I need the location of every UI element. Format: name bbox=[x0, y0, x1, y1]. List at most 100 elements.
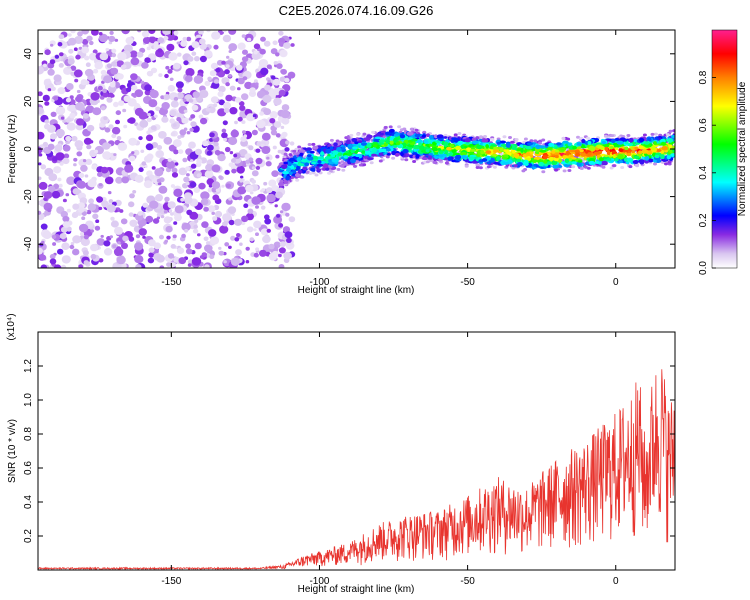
noise-blob bbox=[82, 159, 87, 163]
noise-blob bbox=[225, 94, 233, 102]
halo-blob bbox=[541, 170, 546, 174]
ridge-blob bbox=[304, 162, 310, 167]
ridge-blob bbox=[616, 140, 624, 145]
halo-blob bbox=[665, 133, 670, 137]
ridge-blob bbox=[450, 139, 455, 143]
noise-blob bbox=[221, 128, 227, 133]
noise-blob bbox=[255, 157, 263, 165]
noise-blob bbox=[211, 181, 221, 189]
noise-blob bbox=[57, 177, 62, 182]
noise-blob bbox=[210, 62, 219, 70]
noise-blob bbox=[141, 62, 149, 69]
noise-blob bbox=[273, 61, 278, 65]
ridge-blob bbox=[523, 148, 528, 154]
ridge-blob bbox=[389, 140, 394, 145]
ridge-blob bbox=[317, 168, 322, 171]
noise-blob bbox=[185, 75, 193, 83]
noise-blob bbox=[190, 121, 197, 127]
noise-blob bbox=[239, 242, 243, 246]
noise-blob bbox=[200, 191, 210, 200]
noise-blob bbox=[73, 47, 78, 51]
ridge-blob bbox=[338, 164, 345, 168]
noise-blob bbox=[222, 34, 232, 43]
noise-blob bbox=[134, 107, 144, 117]
halo-blob bbox=[336, 168, 341, 171]
noise-blob bbox=[103, 75, 113, 84]
noise-blob bbox=[262, 94, 272, 103]
ridge-blob bbox=[485, 144, 489, 149]
noise-blob bbox=[278, 41, 285, 47]
halo-blob bbox=[672, 129, 675, 133]
halo-blob bbox=[388, 125, 393, 129]
noise-blob bbox=[169, 77, 174, 82]
ridge-blob bbox=[320, 151, 325, 156]
noise-blob bbox=[209, 70, 217, 77]
spectrogram-panel: -150 -100 -50 0 -40 -20 0 20 40 Height of strai… bbox=[7, 29, 676, 296]
noise-blob bbox=[41, 240, 45, 245]
ridge-blob bbox=[395, 132, 401, 136]
ridge-blob bbox=[499, 140, 507, 144]
noise-blob bbox=[102, 92, 109, 98]
ridge-blob bbox=[659, 154, 665, 159]
ridge-blob bbox=[526, 142, 534, 146]
noise-blob bbox=[253, 50, 258, 55]
noise-blob bbox=[251, 51, 261, 60]
noise-blob bbox=[128, 117, 136, 124]
noise-blob bbox=[110, 67, 119, 75]
ridge-blob bbox=[670, 153, 675, 158]
noise-blob bbox=[229, 151, 234, 155]
noise-blob bbox=[182, 98, 187, 103]
ridge-blob bbox=[317, 156, 325, 160]
noise-blob bbox=[279, 241, 287, 248]
halo-blob bbox=[383, 126, 388, 129]
noise-blob bbox=[144, 89, 151, 96]
noise-blob bbox=[199, 38, 206, 45]
noise-blob bbox=[59, 162, 64, 166]
noise-blob bbox=[127, 98, 137, 107]
halo-blob bbox=[409, 127, 414, 131]
noise-blob bbox=[266, 187, 273, 194]
noise-blob bbox=[99, 52, 109, 61]
noise-blob bbox=[199, 255, 204, 259]
noise-blob bbox=[278, 89, 286, 97]
noise-blob bbox=[278, 30, 284, 36]
noise-blob bbox=[249, 87, 256, 93]
ridge-blob bbox=[556, 142, 562, 146]
ridge-blob bbox=[296, 157, 302, 162]
noise-blob bbox=[58, 183, 63, 188]
halo-blob bbox=[356, 132, 361, 136]
noise-blob bbox=[61, 242, 70, 250]
colorbar: 0.0 0.2 0.4 0.6 0.8 Normalized spectral ampl… bbox=[698, 29, 748, 275]
noise-blob bbox=[149, 89, 159, 99]
noise-blob bbox=[117, 142, 128, 151]
noise-blob bbox=[109, 30, 114, 35]
colorbar-label: Normalized spectral amplitude bbox=[737, 81, 748, 216]
ridge-blob bbox=[391, 150, 396, 156]
noise-blob bbox=[268, 243, 275, 250]
noise-blob bbox=[134, 242, 144, 251]
ridge-blob bbox=[638, 150, 643, 154]
noise-blob bbox=[155, 194, 163, 202]
noise-blob bbox=[194, 242, 202, 250]
ridge-blob bbox=[513, 153, 520, 158]
noise-blob bbox=[38, 176, 42, 181]
noise-blob bbox=[44, 101, 50, 106]
spectrogram-y-ticks: -40 -20 0 20 40 bbox=[23, 48, 675, 251]
noise-blob bbox=[164, 239, 168, 243]
noise-blob bbox=[221, 60, 226, 65]
noise-blob bbox=[205, 163, 214, 172]
noise-blob bbox=[78, 207, 85, 213]
colorbar-ticks: 0.0 0.2 0.4 0.6 0.8 bbox=[698, 70, 716, 275]
ridge-blob bbox=[393, 137, 398, 143]
noise-blob bbox=[103, 240, 111, 247]
noise-blob bbox=[137, 211, 143, 216]
noise-blob bbox=[83, 234, 89, 240]
ridge-blob bbox=[357, 140, 363, 144]
noise-blob bbox=[189, 127, 194, 132]
noise-blob bbox=[173, 256, 180, 263]
ridge-blob bbox=[287, 163, 292, 167]
noise-blob bbox=[263, 40, 271, 47]
noise-blob bbox=[40, 264, 47, 268]
noise-blob bbox=[228, 207, 236, 214]
noise-blob bbox=[154, 114, 158, 119]
